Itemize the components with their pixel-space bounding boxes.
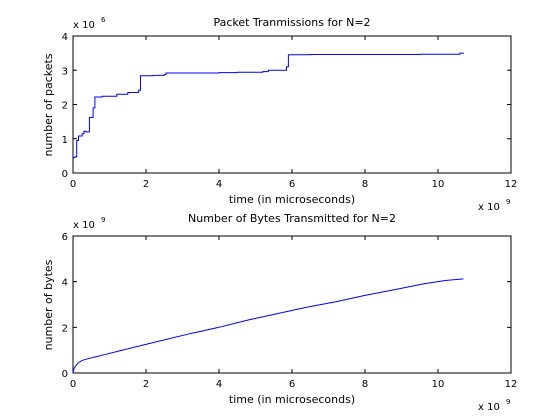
bytes-y-ticks: 0 2 4 6 xyxy=(62,232,511,380)
packets-y-axis-label: number of packets xyxy=(42,53,55,156)
packets-x-axis-label: time (in microseconds) xyxy=(229,193,355,206)
packets-y-tick-label: 2 xyxy=(62,101,68,112)
packets-x-ticks: 0 2 4 6 8 10 12 xyxy=(70,36,518,190)
packets-series-line xyxy=(73,52,464,159)
bytes-x-tick-label: 2 xyxy=(143,379,149,390)
svg-text:6: 6 xyxy=(101,16,106,24)
bytes-x-tick-label: 6 xyxy=(289,379,295,390)
packets-chart-title: Packet Tranmissions for N=2 xyxy=(213,16,370,29)
svg-text:9: 9 xyxy=(506,198,510,206)
bytes-y-tick-label: 4 xyxy=(62,278,68,289)
bytes-x-axis-label: time (in microseconds) xyxy=(229,393,355,406)
packets-x-tick-label: 10 xyxy=(432,179,445,190)
bytes-y-tick-label: 0 xyxy=(62,369,68,380)
bytes-x-multiplier: x 10 9 xyxy=(478,398,510,413)
packets-y-tick-label: 3 xyxy=(62,66,68,77)
svg-text:x 10: x 10 xyxy=(73,20,95,31)
bytes-y-axis-label: number of bytes xyxy=(42,259,55,350)
packets-axes-box xyxy=(72,35,512,174)
svg-text:x 10: x 10 xyxy=(478,402,500,413)
bytes-y-tick-label: 2 xyxy=(62,323,68,334)
packets-x-tick-label: 4 xyxy=(216,179,222,190)
packets-x-tick-label: 12 xyxy=(505,179,518,190)
packets-y-tick-label: 4 xyxy=(62,32,68,43)
bytes-x-tick-label: 8 xyxy=(362,379,368,390)
svg-text:9: 9 xyxy=(506,398,510,406)
packets-y-tick-label: 0 xyxy=(62,169,68,180)
bytes-subplot: Number of Bytes Transmitted for N=2 0 2 4 6… xyxy=(42,212,517,413)
bytes-x-ticks: 0 2 4 6 8 10 12 xyxy=(70,236,518,390)
bytes-chart-title: Number of Bytes Transmitted for N=2 xyxy=(188,212,396,225)
bytes-x-tick-label: 4 xyxy=(216,379,222,390)
bytes-axes-box xyxy=(72,235,512,374)
bytes-y-tick-label: 6 xyxy=(62,232,68,243)
packets-subplot: Packet Tranmissions for N=2 0 2 4 6 8 10 12 01… xyxy=(42,16,517,213)
bytes-x-tick-label: 0 xyxy=(70,379,76,390)
packets-x-multiplier: x 10 9 xyxy=(478,198,510,213)
bytes-x-tick-label: 12 xyxy=(505,379,518,390)
svg-text:x 10: x 10 xyxy=(478,202,500,213)
bytes-y-multiplier: x 10 9 xyxy=(73,216,105,231)
svg-text:x 10: x 10 xyxy=(73,220,95,231)
packets-x-tick-label: 0 xyxy=(70,179,76,190)
bytes-x-tick-label: 10 xyxy=(432,379,445,390)
svg-text:9: 9 xyxy=(101,216,105,224)
packets-y-multiplier: x 10 6 xyxy=(73,16,106,31)
packets-x-tick-label: 6 xyxy=(289,179,295,190)
packets-x-tick-label: 8 xyxy=(362,179,368,190)
packets-y-tick-label: 1 xyxy=(62,135,68,146)
packets-y-ticks: 0 1 2 3 4 xyxy=(62,32,511,180)
bytes-series-line xyxy=(72,278,464,374)
packets-x-tick-label: 2 xyxy=(143,179,149,190)
